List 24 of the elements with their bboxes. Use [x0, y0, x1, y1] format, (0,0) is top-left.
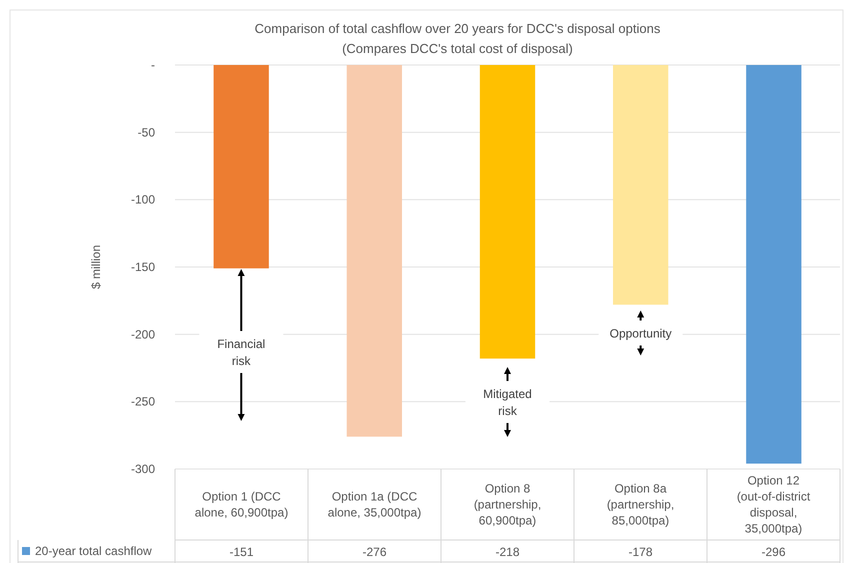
data-label: -178 — [628, 545, 653, 559]
legend-label: 20-year total cashflow — [35, 544, 152, 558]
chart-subtitle: (Compares DCC's total cost of disposal) — [342, 41, 573, 56]
y-tick-label: -300 — [130, 462, 156, 476]
data-label: -218 — [495, 545, 520, 559]
data-label: -151 — [229, 545, 254, 559]
annotation: Mitigated risk — [483, 387, 532, 418]
x-tick-label: Option 1a (DCC alone, 35,000tpa) — [328, 490, 422, 520]
data-label: -296 — [761, 545, 786, 559]
x-tick-label: Option 8 (partnership, 60,900tpa) — [474, 482, 542, 528]
x-tick-label: Option 8a (partnership, 85,000tpa) — [606, 482, 674, 528]
y-tick-label: -150 — [130, 260, 156, 274]
x-tick-label: Option 12 (out-of-district disposal, 35,000tpa) — [736, 474, 811, 536]
y-tick-label: -250 — [130, 394, 156, 409]
annotation: Opportunity — [610, 326, 672, 340]
data-label: -276 — [362, 545, 387, 559]
y-tick-label: -50 — [138, 125, 156, 140]
annotation: Financial risk — [217, 337, 266, 368]
y-tick-label: - — [151, 58, 155, 72]
chart-title: Comparison of total cashflow over 20 years for DCC's disposal options — [254, 21, 661, 36]
y-tick-label: -100 — [130, 192, 156, 207]
y-axis-title: $ million — [89, 244, 103, 290]
x-tick-label: Option 1 (DCC alone, 60,900tpa) — [194, 490, 288, 520]
y-tick-label: -200 — [130, 327, 156, 342]
